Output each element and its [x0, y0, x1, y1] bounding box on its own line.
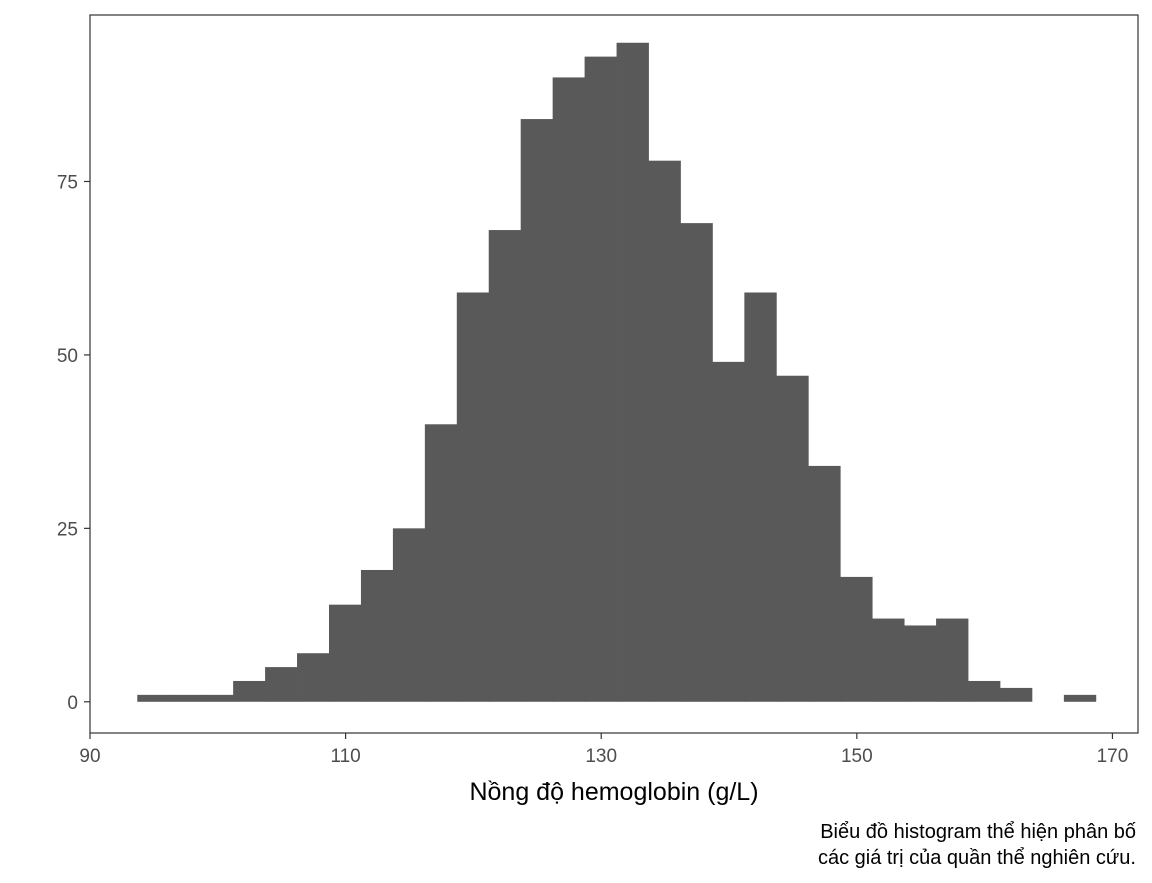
x-axis-title: Nồng độ hemoglobin (g/L): [469, 778, 758, 806]
histogram-bar: [840, 576, 873, 702]
x-axis: 90 110 130 150 170: [79, 733, 1128, 767]
histogram-bar: [616, 42, 649, 702]
histogram-bar: [488, 230, 522, 702]
histogram-bar: [680, 223, 713, 702]
y-tick-label: 50: [57, 346, 78, 367]
y-tick-label: 0: [67, 693, 78, 714]
histogram-bar: [712, 361, 745, 702]
histogram-bars: [137, 42, 1097, 702]
histogram-bar: [424, 424, 458, 702]
histogram-bar: [137, 694, 170, 702]
histogram-bar: [201, 694, 234, 702]
histogram-bar: [297, 653, 330, 702]
plot-panel-border: [89, 14, 1139, 734]
histogram-bar: [456, 292, 490, 702]
y-tick-label: 75: [57, 172, 78, 193]
x-tick-label: 110: [330, 746, 360, 767]
histogram-bar: [648, 160, 681, 702]
histogram-bar: [744, 292, 777, 702]
histogram-bar: [552, 77, 585, 702]
histogram-bar: [392, 528, 426, 702]
histogram-bar: [808, 465, 841, 702]
histogram-bar: [872, 618, 905, 702]
x-tick-label: 90: [79, 746, 100, 767]
histogram-bar: [776, 375, 809, 702]
histogram-bar: [233, 680, 266, 702]
histogram-bar: [360, 569, 394, 702]
chart-caption-line-2: các giá trị của quần thể nghiên cứu.: [818, 847, 1136, 869]
histogram-bar: [968, 680, 1001, 702]
histogram-bar: [584, 56, 617, 702]
y-tick-label: 25: [57, 519, 78, 540]
histogram-bar: [999, 687, 1033, 702]
y-axis: 0 25 50 75: [57, 172, 90, 714]
histogram-bar: [1063, 694, 1097, 702]
x-tick-label: 150: [841, 746, 873, 767]
histogram-bar: [265, 667, 298, 702]
chart-caption-line-1: Biểu đồ histogram thể hiện phân bố: [820, 821, 1136, 843]
histogram-bar: [329, 604, 362, 702]
histogram-bar: [904, 625, 937, 702]
histogram-bar: [520, 119, 554, 702]
histogram-bar: [936, 618, 969, 702]
x-tick-label: 170: [1097, 746, 1129, 767]
histogram-bar: [169, 694, 202, 702]
x-tick-label: 130: [585, 746, 617, 767]
